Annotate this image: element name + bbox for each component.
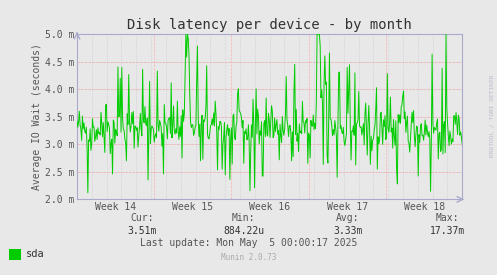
Text: Munin 2.0.73: Munin 2.0.73 <box>221 253 276 262</box>
Text: Avg:: Avg: <box>336 213 360 223</box>
Text: Min:: Min: <box>232 213 255 223</box>
Text: Cur:: Cur: <box>130 213 154 223</box>
Text: 17.37m: 17.37m <box>430 226 465 236</box>
Text: 884.22u: 884.22u <box>223 226 264 236</box>
Text: 3.51m: 3.51m <box>127 226 157 236</box>
Y-axis label: Average IO Wait (seconds): Average IO Wait (seconds) <box>32 43 42 190</box>
Text: sda: sda <box>26 249 45 259</box>
Title: Disk latency per device - by month: Disk latency per device - by month <box>127 18 412 32</box>
Text: RRDTOOL / TOBI OETIKER: RRDTOOL / TOBI OETIKER <box>490 74 495 157</box>
Text: Max:: Max: <box>435 213 459 223</box>
Text: Last update: Mon May  5 00:00:17 2025: Last update: Mon May 5 00:00:17 2025 <box>140 238 357 248</box>
Text: 3.33m: 3.33m <box>333 226 363 236</box>
